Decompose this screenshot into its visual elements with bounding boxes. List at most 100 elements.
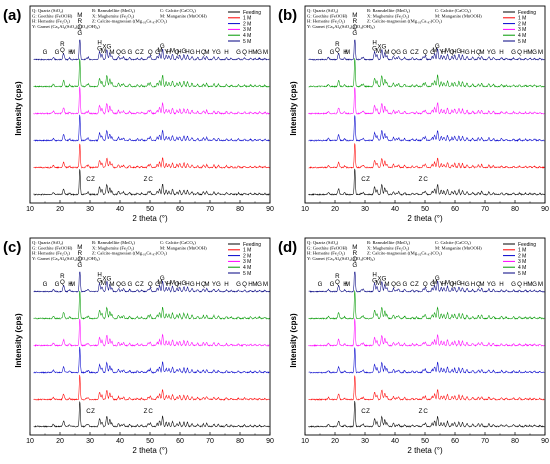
peak-label: Q [201,49,206,56]
peak-label: G [402,49,407,56]
peak-label: G [465,281,470,288]
x-tick-label: 70 [206,206,214,213]
peak-label: G [511,49,516,56]
peak-label: M [352,12,357,19]
x-tick-label: 70 [481,206,489,213]
x-axis-title: 2 theta (°) [407,214,443,223]
peak-label-bottom: C [423,408,428,415]
legend-label: 3 M [243,27,251,33]
mineral-legend-entry: Z: Calcite-magnesian ((Mg.₀₃Ca.₉₇)CO₃) [92,251,167,256]
legend-label: 4 M [518,33,526,39]
legend-label: 5 M [243,39,251,45]
series-line [33,39,270,61]
peak-label: H [166,281,170,288]
peak-label: Q [476,49,481,56]
peak-label: M [170,280,175,287]
peak-label: M [538,281,543,288]
mineral-legend-entry: Q: Quartz (SiO₂) [307,240,339,245]
peak-label: H [523,281,527,288]
peak-label: Q [352,256,357,263]
peak-label: Q [60,47,65,54]
peak-label: M [538,49,543,56]
peak-label: G [155,49,160,56]
peak-label: G [236,281,241,288]
mineral-legend-entry: C: Calcite (CaCO₃) [160,240,196,245]
peak-label: H [523,49,527,56]
peak-label: Y [212,281,216,288]
peak-label: G [121,49,126,56]
peak-label: G [318,49,323,56]
mineral-legend-entry: R: Ramsdellite (MnO₂) [367,240,410,245]
peak-label: G [532,281,537,288]
peak-label: H [196,49,200,56]
mineral-legend-entry: Z: Calcite-magnesian ((Mg.₀₃Ca.₉₇)CO₃) [367,251,442,256]
mineral-legend-entry: Y: Garnet (Ca₃Al₂(SiO₄)₂CO₃(OH)₄) [32,24,100,29]
x-tick-label: 60 [176,438,184,445]
peak-label: H [441,281,445,288]
peak-label: G [456,48,461,55]
series-legend-box [501,240,544,278]
peak-label: G [330,281,335,288]
peak-label: M [70,49,75,56]
mineral-legend-entry: R: Ramsdellite (MnO₂) [92,240,135,245]
peak-label: G [77,30,82,37]
peak-label: H [224,281,228,288]
x-tick-label: 70 [481,438,489,445]
peak-label: C [410,49,415,56]
legend-label: 4 M [243,33,251,39]
peak-label: H [196,281,200,288]
x-tick-label: 20 [56,438,64,445]
x-tick-label: 80 [511,206,519,213]
peak-label: G [155,281,160,288]
x-axis-title: 2 theta (°) [132,446,168,455]
peak-label-bottom: Z [419,408,423,415]
peak-label: R [335,273,340,280]
legend-label: Feeding [243,10,261,16]
peak-label: G [43,49,48,56]
peak-label: G [236,49,241,56]
series-line [308,375,545,401]
series-legend-box [226,8,269,46]
mineral-legend-entry: X: Maghemite (Fe₂O₃) [92,13,134,18]
peak-label: M [170,48,175,55]
legend-label: 2 M [518,21,526,27]
legend-label: 2 M [243,253,251,259]
peak-label-bottom: C [86,176,91,183]
peak-label: M [376,280,381,287]
x-tick-label: 60 [451,206,459,213]
peak-label: M [109,49,114,56]
legend-label: 5 M [518,271,526,277]
peak-label: XG [377,276,386,283]
peak-label: G [396,281,401,288]
chart-panel-3: (c) 10 20 30 40 50 60 70 80 90 2 theta (°) Intensit… [3,237,274,455]
peak-label-bottom: C [423,176,428,183]
mineral-legend-entry: G: Goethite (FeOOH) [307,13,348,18]
peak-label: C [410,281,415,288]
peak-label: H [372,39,376,46]
peak-label: M [252,281,257,288]
series-line [308,318,545,347]
x-tick-label: 40 [116,438,124,445]
peak-label: XG [102,44,111,51]
series-line [33,346,270,374]
peak-label: M [101,48,106,55]
peak-label: G [160,275,165,282]
peak-label: G [257,281,262,288]
x-tick-label: 70 [206,438,214,445]
series-line [308,58,545,88]
peak-label: M [384,281,389,288]
peak-label: M [204,49,209,56]
peak-label: M [204,281,209,288]
peak-label: M [345,281,350,288]
peak-label-bottom: Z [419,176,423,183]
mineral-legend-entry: Q: Quartz (SiO₂) [307,8,339,13]
peak-label: R [353,18,358,25]
peak-label-bottom: C [148,408,153,415]
peak-label: Y [164,48,168,55]
peak-label: H [68,49,72,56]
peak-label: Y [487,281,491,288]
mineral-legend-entry: G: Goethite (FeOOH) [307,245,348,250]
peak-label: G [55,281,60,288]
x-tick-label: 10 [26,206,34,213]
